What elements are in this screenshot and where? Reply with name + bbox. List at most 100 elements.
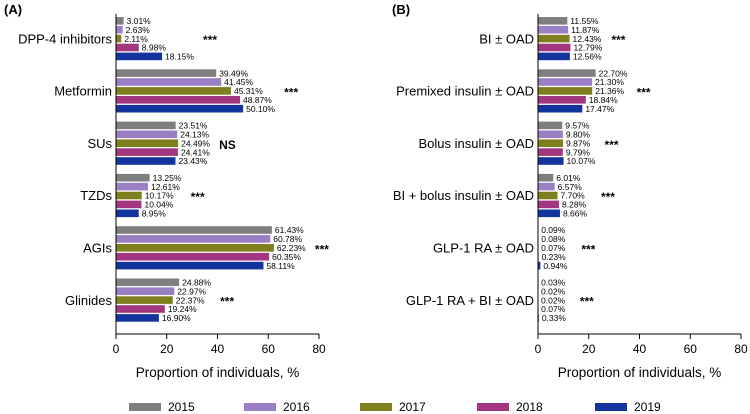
- data-label: 23.43%: [178, 156, 207, 166]
- bar-2016: [116, 287, 175, 295]
- data-label: 0.02%: [541, 295, 566, 305]
- x-tick-label: 0: [113, 342, 120, 356]
- bar-2015: [116, 278, 180, 287]
- bar-2019: [116, 52, 163, 61]
- bar-2016: [116, 130, 178, 139]
- bar-2016: [538, 78, 593, 86]
- bar-2016: [538, 25, 569, 34]
- data-label: 0.07%: [541, 304, 566, 314]
- legend-label: 2016: [283, 400, 310, 414]
- data-label: 8.98%: [142, 43, 167, 53]
- legend-label: 2015: [168, 400, 195, 414]
- bar-2017: [116, 296, 173, 304]
- bar-2018: [538, 43, 571, 52]
- category-label: SUs: [87, 136, 112, 151]
- bar-2018: [538, 148, 563, 156]
- data-label: 11.87%: [571, 25, 600, 35]
- category-label: TZDs: [80, 188, 112, 203]
- category-label: AGIs: [83, 240, 112, 255]
- category-label: Bolus insulin ± OAD: [418, 136, 534, 151]
- data-label: 0.33%: [542, 313, 567, 323]
- legend-swatch-2019: [595, 403, 627, 411]
- data-label: 10.07%: [567, 156, 596, 166]
- bar-2015: [538, 173, 554, 182]
- bar-2017: [116, 191, 142, 200]
- data-label: 41.45%: [224, 77, 253, 87]
- bar-2017: [538, 139, 564, 147]
- legend-label: 2018: [516, 400, 543, 414]
- data-label: 50.10%: [246, 104, 275, 114]
- data-label: 8.95%: [142, 209, 167, 219]
- bar-2015: [538, 121, 563, 130]
- data-label: 0.09%: [541, 225, 566, 235]
- data-label: 9.87%: [566, 138, 591, 148]
- significance-marker: ***: [284, 86, 298, 100]
- data-label: 10.17%: [145, 191, 174, 201]
- legend-label: 2019: [634, 400, 661, 414]
- bar-2018: [116, 305, 165, 313]
- data-label: 12.43%: [573, 34, 602, 44]
- bar-2016: [116, 25, 123, 34]
- significance-marker: NS: [219, 138, 236, 152]
- x-tick-label: 80: [734, 342, 748, 356]
- x-tick-label: 60: [684, 342, 698, 356]
- data-label: 9.57%: [565, 121, 590, 131]
- bar-2019: [116, 209, 139, 218]
- data-label: 0.23%: [542, 252, 567, 262]
- x-tick-label: 40: [633, 342, 647, 356]
- bar-2019: [538, 209, 560, 218]
- bar-2017: [116, 34, 122, 43]
- bar-2018: [116, 43, 139, 52]
- bar-2019: [538, 261, 541, 270]
- data-label: 10.04%: [144, 200, 173, 210]
- data-label: 11.55%: [570, 16, 599, 26]
- x-axis-label: Proportion of individuals, %: [558, 365, 722, 380]
- data-label: 0.02%: [541, 286, 566, 296]
- bar-2019: [116, 314, 159, 322]
- legend-swatch-2017: [360, 403, 392, 411]
- category-label: BI ± OAD: [479, 31, 534, 46]
- data-label: 22.37%: [176, 295, 205, 305]
- x-tick-label: 80: [312, 342, 326, 356]
- data-label: 61.43%: [275, 225, 304, 235]
- bar-2018: [116, 252, 270, 261]
- bar-2018: [538, 200, 560, 209]
- data-label: 62.23%: [277, 243, 306, 253]
- category-label: Premixed insulin ± OAD: [396, 84, 534, 99]
- bar-2017: [116, 244, 274, 252]
- legend-label: 2017: [399, 400, 426, 414]
- legend-swatch-2016: [244, 403, 276, 411]
- data-label: 24.13%: [180, 130, 209, 140]
- significance-marker: ***: [203, 33, 217, 47]
- data-label: 19.24%: [168, 304, 197, 314]
- data-label: 2.11%: [124, 34, 148, 44]
- data-label: 60.35%: [272, 252, 301, 262]
- panel-label: (B): [392, 2, 410, 17]
- significance-marker: ***: [580, 295, 594, 309]
- bar-2019: [538, 52, 570, 61]
- data-label: 9.80%: [566, 130, 591, 140]
- bar-2016: [116, 235, 271, 243]
- bar-2015: [116, 173, 150, 182]
- data-label: 24.49%: [181, 138, 210, 148]
- bar-2015: [116, 69, 217, 77]
- bar-2016: [538, 182, 555, 191]
- data-label: 9.79%: [566, 147, 591, 157]
- bar-2015: [116, 17, 124, 25]
- bar-2019: [116, 104, 244, 113]
- data-label: 22.70%: [599, 68, 628, 78]
- category-label: GLP-1 RA ± OAD: [433, 240, 534, 255]
- data-label: 12.56%: [573, 52, 602, 62]
- bar-2017: [116, 87, 231, 95]
- significance-marker: ***: [637, 86, 651, 100]
- bar-2019: [538, 104, 583, 113]
- bar-2016: [538, 130, 563, 139]
- category-label: BI + bolus insulin ± OAD: [393, 188, 534, 203]
- data-label: 8.66%: [563, 209, 588, 219]
- x-tick-label: 20: [160, 342, 174, 356]
- significance-marker: ***: [581, 242, 595, 256]
- data-label: 24.88%: [182, 278, 211, 288]
- bar-2017: [116, 139, 179, 147]
- bar-2015: [538, 17, 568, 25]
